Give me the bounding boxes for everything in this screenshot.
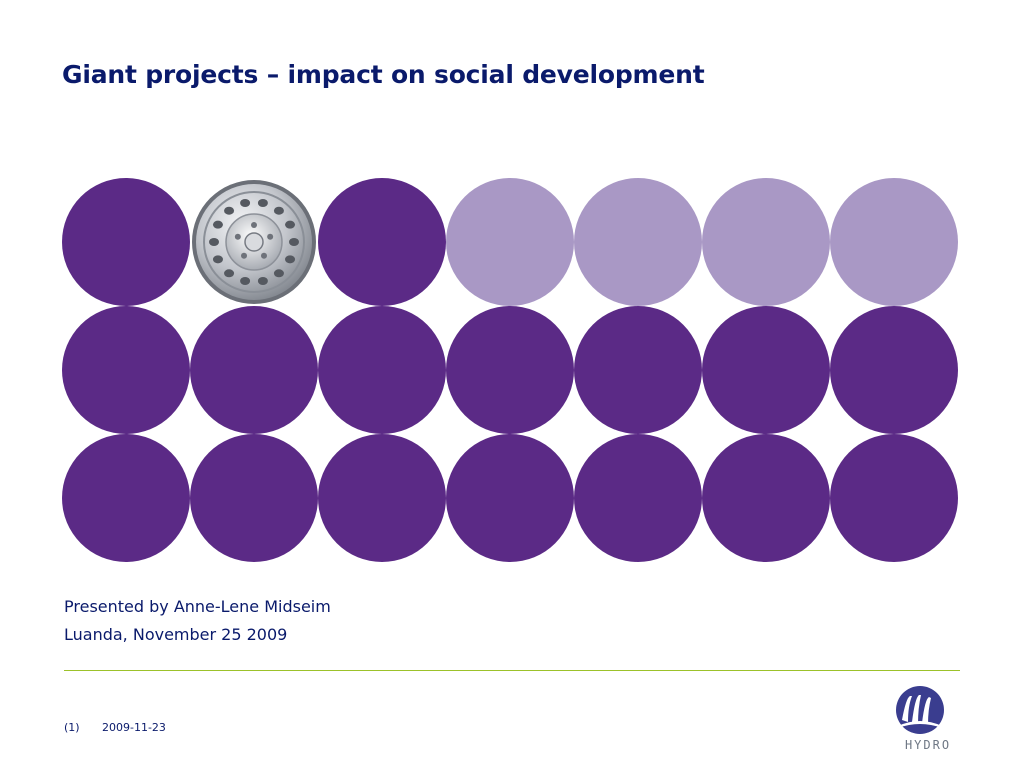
light-purple-circle	[574, 178, 702, 306]
dark-purple-circle	[830, 306, 958, 434]
hydro-logo-text: HYDRO	[904, 738, 952, 752]
presenter-line: Presented by Anne-Lene Midseim	[64, 597, 331, 616]
dark-purple-circle	[446, 306, 574, 434]
footer-divider	[64, 670, 960, 671]
wheel-rim-icon	[192, 180, 316, 304]
light-purple-circle	[446, 178, 574, 306]
place-date-line: Luanda, November 25 2009	[64, 625, 288, 644]
slide-title: Giant projects – impact on social develo…	[62, 60, 705, 89]
dark-purple-circle	[190, 434, 318, 562]
light-purple-circle	[702, 178, 830, 306]
dark-purple-circle	[190, 306, 318, 434]
dark-purple-circle	[702, 306, 830, 434]
dark-purple-circle	[62, 434, 190, 562]
wheel-circle	[190, 178, 318, 306]
dark-purple-circle	[62, 306, 190, 434]
hydro-logo-icon	[896, 686, 944, 734]
footer-page-number: (1)	[64, 721, 80, 734]
footer-date: 2009-11-23	[102, 721, 166, 734]
dark-purple-circle	[318, 306, 446, 434]
hydro-logo: HYDRO	[888, 686, 968, 756]
dark-purple-circle	[574, 306, 702, 434]
light-purple-circle	[830, 178, 958, 306]
dark-purple-circle	[574, 434, 702, 562]
dark-purple-circle	[318, 434, 446, 562]
dark-purple-circle	[446, 434, 574, 562]
circle-grid	[62, 178, 960, 564]
dark-purple-circle	[702, 434, 830, 562]
dark-purple-circle	[318, 178, 446, 306]
dark-purple-circle	[830, 434, 958, 562]
dark-purple-circle	[62, 178, 190, 306]
